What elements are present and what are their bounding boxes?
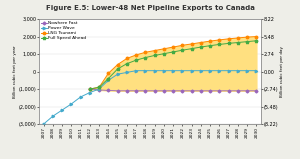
Y-axis label: Billion cubic feet per year: Billion cubic feet per year [13, 45, 17, 98]
Text: Figure E.5: Lower-48 Net Pipeline Exports to Canada: Figure E.5: Lower-48 Net Pipeline Export… [46, 5, 254, 11]
Legend: Nowhere Fast, Power Wave, LNG Tsunami, Full Speed Ahead: Nowhere Fast, Power Wave, LNG Tsunami, F… [40, 20, 87, 41]
Y-axis label: Billion cubic feet per day: Billion cubic feet per day [280, 46, 284, 97]
